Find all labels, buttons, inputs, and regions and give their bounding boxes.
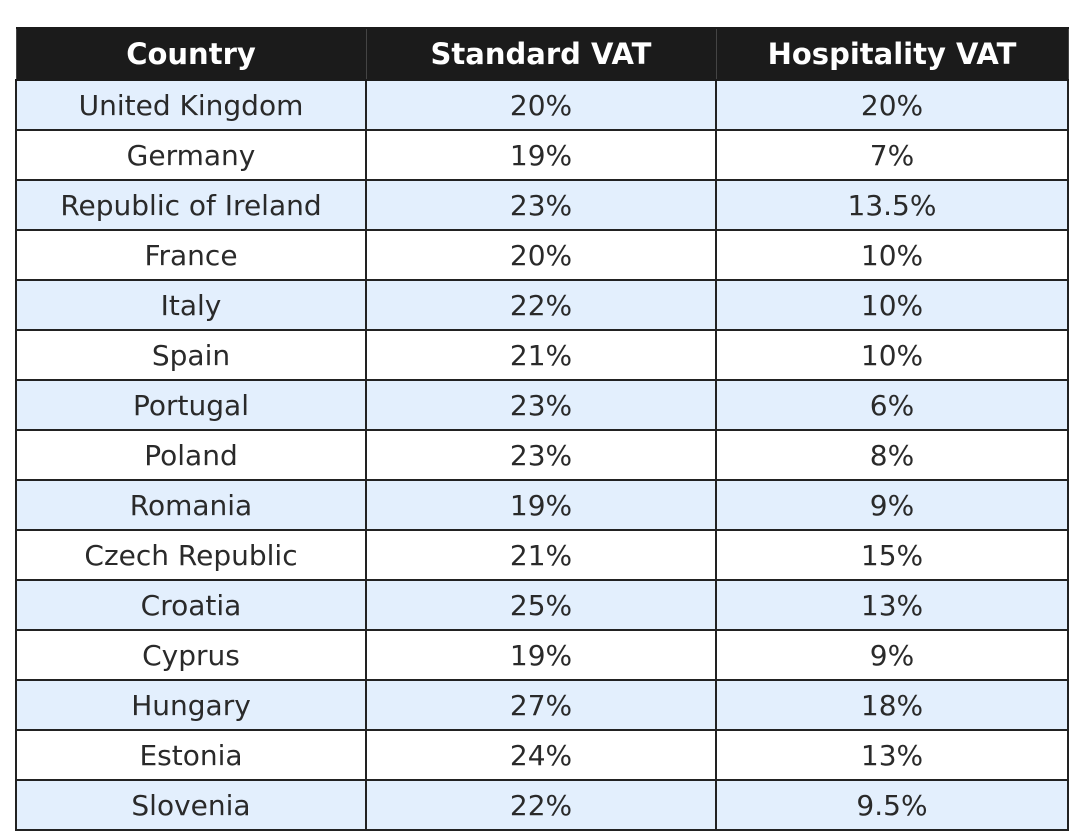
- cell-country: Poland: [15, 429, 367, 481]
- cell-standard-vat: 27%: [365, 679, 717, 731]
- cell-standard-vat: 23%: [365, 429, 717, 481]
- cell-country: Italy: [15, 279, 367, 331]
- cell-standard-vat: 19%: [365, 479, 717, 531]
- cell-country: Republic of Ireland: [15, 179, 367, 231]
- cell-hospitality-vat: 10%: [715, 329, 1069, 381]
- cell-standard-vat: 22%: [365, 779, 717, 831]
- cell-country: Slovenia: [15, 779, 367, 831]
- table-body: United Kingdom 20% 20% Germany 19% 7% Republic…: [15, 79, 1069, 831]
- cell-standard-vat: 25%: [365, 579, 717, 631]
- cell-standard-vat: 23%: [365, 379, 717, 431]
- table-row: United Kingdom 20% 20%: [15, 79, 1069, 131]
- cell-hospitality-vat: 6%: [715, 379, 1069, 431]
- table-row: Estonia 24% 13%: [15, 729, 1069, 781]
- table-row: Italy 22% 10%: [15, 279, 1069, 331]
- table-row: Portugal 23% 6%: [15, 379, 1069, 431]
- cell-standard-vat: 20%: [365, 229, 717, 281]
- cell-hospitality-vat: 9%: [715, 629, 1069, 681]
- cell-standard-vat: 23%: [365, 179, 717, 231]
- table-header-row: Country Standard VAT Hospitality VAT: [15, 27, 1069, 81]
- cell-hospitality-vat: 10%: [715, 229, 1069, 281]
- cell-standard-vat: 20%: [365, 79, 717, 131]
- cell-country: Hungary: [15, 679, 367, 731]
- cell-country: Portugal: [15, 379, 367, 431]
- cell-country: France: [15, 229, 367, 281]
- cell-country: Romania: [15, 479, 367, 531]
- vat-table-container: Country Standard VAT Hospitality VAT Uni…: [15, 27, 1069, 831]
- table-row: Cyprus 19% 9%: [15, 629, 1069, 681]
- vat-table: Country Standard VAT Hospitality VAT Uni…: [15, 27, 1069, 831]
- cell-standard-vat: 19%: [365, 129, 717, 181]
- table-row: Spain 21% 10%: [15, 329, 1069, 381]
- cell-hospitality-vat: 13%: [715, 579, 1069, 631]
- header-country: Country: [15, 27, 367, 81]
- cell-standard-vat: 24%: [365, 729, 717, 781]
- cell-country: Estonia: [15, 729, 367, 781]
- cell-hospitality-vat: 10%: [715, 279, 1069, 331]
- cell-hospitality-vat: 13.5%: [715, 179, 1069, 231]
- cell-country: Croatia: [15, 579, 367, 631]
- cell-country: United Kingdom: [15, 79, 367, 131]
- table-row: Poland 23% 8%: [15, 429, 1069, 481]
- table-row: France 20% 10%: [15, 229, 1069, 281]
- header-standard-vat: Standard VAT: [365, 27, 717, 81]
- cell-hospitality-vat: 18%: [715, 679, 1069, 731]
- cell-hospitality-vat: 9.5%: [715, 779, 1069, 831]
- cell-hospitality-vat: 9%: [715, 479, 1069, 531]
- cell-standard-vat: 19%: [365, 629, 717, 681]
- cell-standard-vat: 21%: [365, 329, 717, 381]
- table-row: Croatia 25% 13%: [15, 579, 1069, 631]
- table-row: Hungary 27% 18%: [15, 679, 1069, 731]
- table-row: Germany 19% 7%: [15, 129, 1069, 181]
- header-hospitality-vat: Hospitality VAT: [715, 27, 1069, 81]
- cell-standard-vat: 22%: [365, 279, 717, 331]
- cell-standard-vat: 21%: [365, 529, 717, 581]
- cell-hospitality-vat: 7%: [715, 129, 1069, 181]
- cell-hospitality-vat: 20%: [715, 79, 1069, 131]
- cell-country: Germany: [15, 129, 367, 181]
- cell-country: Spain: [15, 329, 367, 381]
- table-row: Czech Republic 21% 15%: [15, 529, 1069, 581]
- cell-hospitality-vat: 8%: [715, 429, 1069, 481]
- table-row: Republic of Ireland 23% 13.5%: [15, 179, 1069, 231]
- table-row: Romania 19% 9%: [15, 479, 1069, 531]
- cell-hospitality-vat: 15%: [715, 529, 1069, 581]
- cell-country: Cyprus: [15, 629, 367, 681]
- table-row: Slovenia 22% 9.5%: [15, 779, 1069, 831]
- cell-hospitality-vat: 13%: [715, 729, 1069, 781]
- cell-country: Czech Republic: [15, 529, 367, 581]
